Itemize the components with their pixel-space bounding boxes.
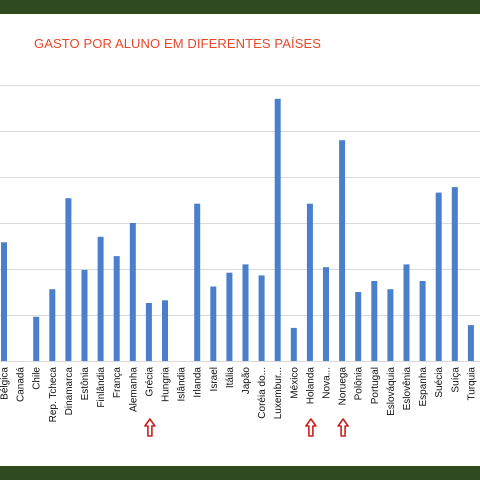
category-label: Suécia <box>434 367 445 398</box>
bar-10 <box>162 300 168 361</box>
category-label: Coréia do... <box>257 367 268 419</box>
bar-22 <box>355 292 362 361</box>
category-label: França <box>112 367 123 399</box>
chart-title: GASTO POR ALUNO EM DIFERENTES PAÍSES <box>34 36 322 51</box>
category-label: Holanda <box>305 367 316 405</box>
bar-5 <box>81 269 88 361</box>
category-label: México <box>289 367 300 399</box>
category-label: Itália <box>225 367 236 389</box>
bottom-band <box>0 466 480 480</box>
bar-9 <box>145 303 152 361</box>
bar-3 <box>49 289 56 361</box>
bar-23 <box>371 281 378 361</box>
bar-7 <box>113 256 120 361</box>
category-label: Bélgica <box>0 367 11 400</box>
bar-19 <box>306 203 313 361</box>
bar-26 <box>419 281 426 361</box>
category-label: Dinamarca <box>64 367 75 416</box>
highlight-arrow-icon <box>144 418 156 437</box>
highlight-arrow-icon <box>337 418 349 437</box>
bar-0 <box>1 242 7 361</box>
category-label: Portugal <box>370 367 381 404</box>
category-label: Rep. Tcheca <box>48 367 59 423</box>
bar-28 <box>451 187 458 361</box>
category-label: Grécia <box>144 367 155 397</box>
category-label: Eslováquia <box>386 367 397 416</box>
bar-20 <box>323 267 329 361</box>
bar-24 <box>387 289 394 361</box>
bar-17 <box>274 98 281 362</box>
bar-14 <box>226 272 233 361</box>
category-label: Turquia <box>466 367 477 401</box>
category-label: Suíça <box>450 367 461 393</box>
top-band <box>0 0 480 14</box>
category-label: Estônia <box>80 367 91 401</box>
bar-18 <box>290 327 297 361</box>
bar-4 <box>65 198 72 361</box>
bar-13 <box>210 286 217 361</box>
bar-21 <box>339 140 346 361</box>
bar-12 <box>194 203 201 361</box>
category-label: Nova... <box>322 367 333 399</box>
bar-2 <box>33 316 40 361</box>
highlight-arrow-icon <box>305 418 317 437</box>
category-label: Israel <box>209 367 220 391</box>
category-label: Islândia <box>177 367 188 402</box>
category-label: Alemanha <box>128 367 139 412</box>
category-label: Irlanda <box>193 367 204 398</box>
bar-8 <box>129 223 136 361</box>
category-label: Finlândia <box>96 367 107 408</box>
bar-15 <box>242 264 249 361</box>
bar-29 <box>467 325 474 361</box>
bar-25 <box>403 264 410 361</box>
bar-6 <box>97 236 104 361</box>
category-label: Hungria <box>161 367 172 402</box>
category-label: Espanha <box>418 367 429 407</box>
category-label: Eslovênia <box>402 367 413 411</box>
category-label: Noruega <box>338 367 349 406</box>
bar-27 <box>435 192 442 361</box>
category-label: Chile <box>32 367 43 390</box>
category-label: Polônia <box>354 367 365 401</box>
category-label: Canadá <box>16 367 27 402</box>
category-label: Japão <box>241 367 252 395</box>
bar-16 <box>258 275 265 361</box>
category-label: Luxembur... <box>273 367 284 419</box>
